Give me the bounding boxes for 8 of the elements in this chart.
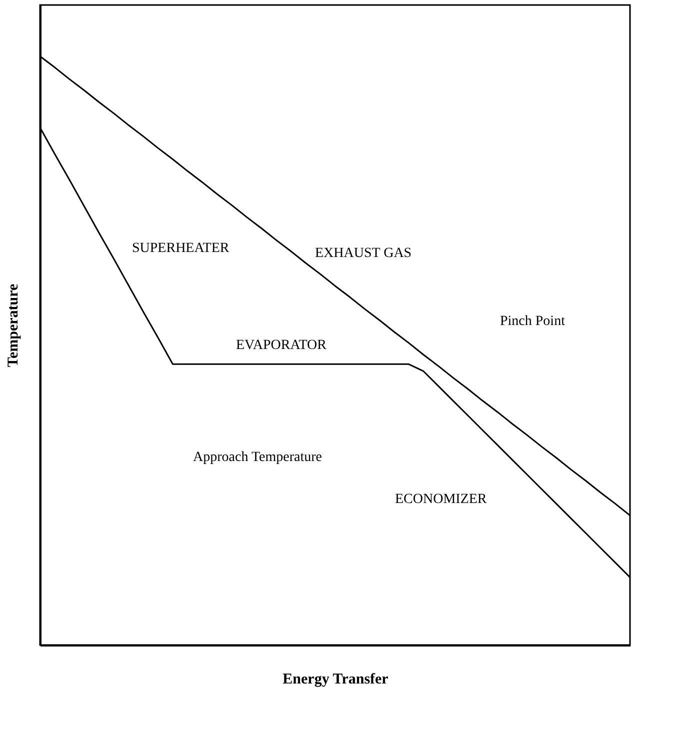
annotation: SUPERHEATER <box>132 241 230 256</box>
annotation: Pinch Point <box>500 314 566 329</box>
y-axis-title: Temperature <box>6 284 22 368</box>
annotation: EVAPORATOR <box>236 338 328 353</box>
annotation: EXHAUST GAS <box>315 246 412 261</box>
x-axis-title: Energy Transfer <box>282 672 389 688</box>
annotation: Approach Temperature <box>193 450 322 465</box>
annotation: ECONOMIZER <box>395 492 488 507</box>
